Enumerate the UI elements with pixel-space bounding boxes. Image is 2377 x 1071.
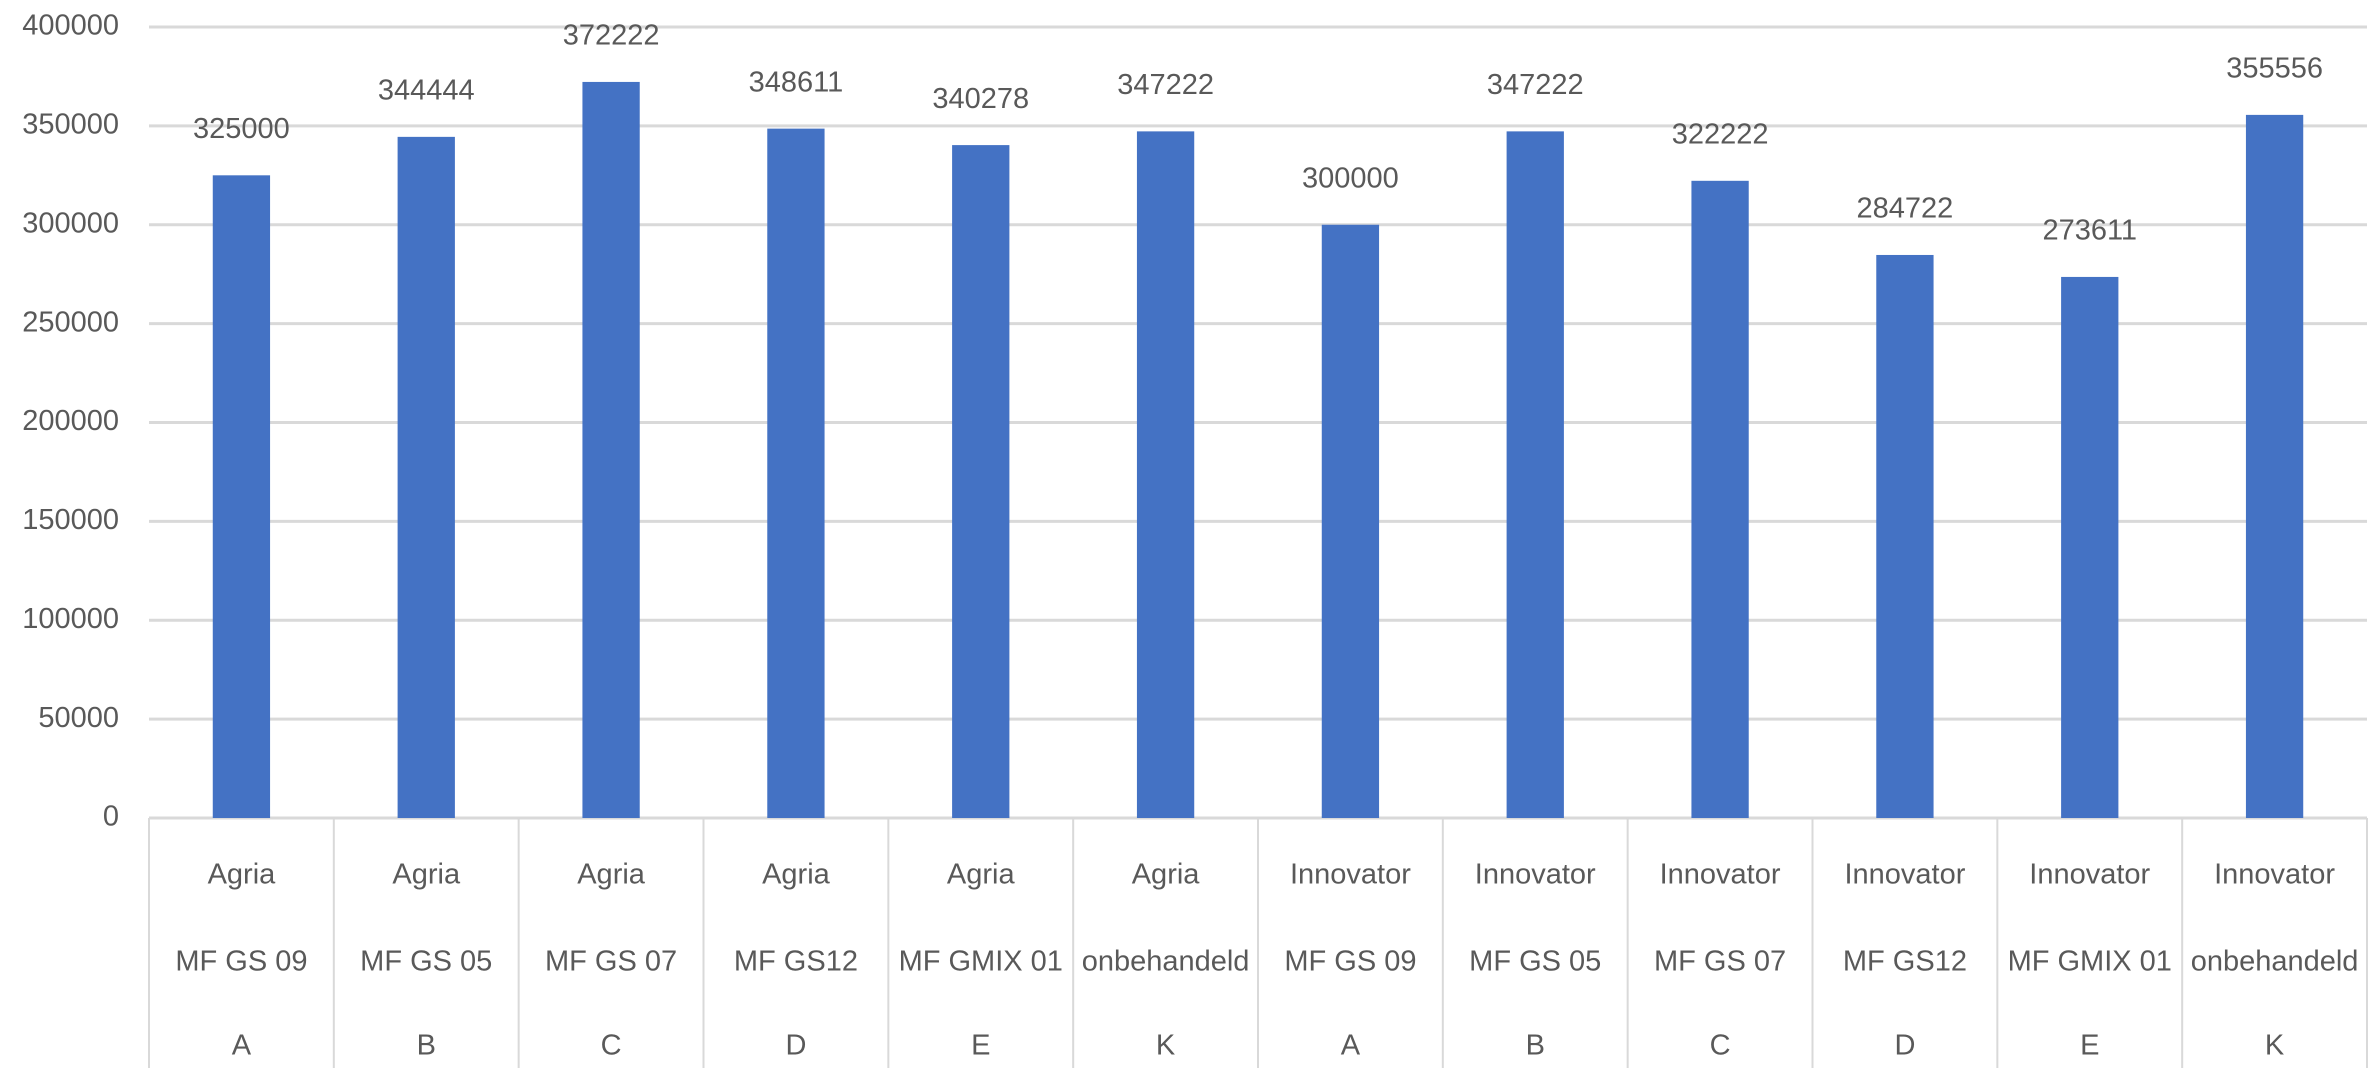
x-tick-label: K bbox=[2265, 1030, 2285, 1062]
x-tick-label: A bbox=[1341, 1030, 1361, 1062]
bar bbox=[2245, 114, 2304, 819]
x-tick-label: Innovator bbox=[2214, 859, 2335, 891]
bar bbox=[1876, 254, 1934, 818]
x-tick-label: MF GS12 bbox=[1843, 946, 1967, 978]
x-tick-label: MF GS 07 bbox=[545, 946, 677, 978]
y-tick-label: 400000 bbox=[22, 10, 119, 42]
bar bbox=[212, 175, 271, 818]
y-tick-label: 0 bbox=[103, 801, 119, 833]
bar bbox=[1506, 131, 1564, 818]
x-tick-label: A bbox=[232, 1030, 252, 1062]
y-tick-label: 150000 bbox=[22, 504, 119, 536]
x-tick-label: Agria bbox=[947, 859, 1016, 891]
x-tick-label: E bbox=[971, 1030, 990, 1062]
y-tick-label: 250000 bbox=[22, 306, 119, 338]
x-tick-label: MF GS 05 bbox=[1469, 946, 1601, 978]
data-label: 325000 bbox=[193, 113, 290, 145]
x-tick-label: Innovator bbox=[1290, 859, 1411, 891]
y-tick-label: 50000 bbox=[38, 702, 119, 734]
x-tick-label: Agria bbox=[208, 859, 277, 891]
x-tick-label: MF GS 09 bbox=[1284, 946, 1416, 978]
data-label: 348611 bbox=[749, 66, 844, 98]
data-label: 344444 bbox=[378, 75, 475, 107]
y-tick-label: 200000 bbox=[22, 405, 119, 437]
x-tick-label: Agria bbox=[762, 859, 831, 891]
bar bbox=[1321, 224, 1380, 818]
x-tick-label: MF GS 07 bbox=[1654, 946, 1786, 978]
y-tick-label: 350000 bbox=[22, 109, 119, 141]
x-tick-label: E bbox=[2080, 1030, 2099, 1062]
data-label: 372222 bbox=[563, 20, 660, 52]
x-tick-label: Innovator bbox=[1660, 859, 1781, 891]
y-tick-label: 100000 bbox=[22, 603, 119, 635]
x-tick-label: onbehandeld bbox=[2191, 946, 2359, 978]
x-tick-label: MF GMIX 01 bbox=[899, 946, 1063, 978]
x-tick-label: Agria bbox=[577, 859, 646, 891]
x-tick-label: K bbox=[1156, 1030, 1176, 1062]
data-label: 347222 bbox=[1117, 69, 1214, 101]
y-tick-label: 300000 bbox=[22, 207, 119, 239]
x-tick-label: Innovator bbox=[1844, 859, 1965, 891]
x-tick-label: Agria bbox=[392, 859, 461, 891]
x-tick-label: D bbox=[1894, 1030, 1915, 1062]
data-label: 322222 bbox=[1672, 118, 1769, 150]
x-tick-label: onbehandeld bbox=[1082, 946, 1250, 978]
bar bbox=[397, 136, 455, 818]
x-tick-label: C bbox=[601, 1030, 622, 1062]
bar bbox=[2061, 276, 2119, 819]
bar bbox=[952, 145, 1010, 819]
x-tick-label: MF GS12 bbox=[734, 946, 858, 978]
x-tick-label: MF GS 09 bbox=[175, 946, 307, 978]
bar bbox=[767, 128, 825, 818]
x-tick-label: Innovator bbox=[2029, 859, 2150, 891]
data-label: 347222 bbox=[1487, 69, 1584, 101]
x-tick-label: B bbox=[417, 1030, 436, 1062]
x-tick-label: MF GS 05 bbox=[360, 946, 492, 978]
bar bbox=[582, 81, 640, 819]
data-label: 284722 bbox=[1857, 193, 1954, 225]
data-label: 300000 bbox=[1302, 162, 1399, 194]
x-tick-label: Agria bbox=[1132, 859, 1201, 891]
x-tick-label: Innovator bbox=[1475, 859, 1596, 891]
bar bbox=[1691, 180, 1749, 818]
data-label: 355556 bbox=[2226, 53, 2323, 85]
x-tick-label: B bbox=[1526, 1030, 1545, 1062]
data-label: 273611 bbox=[2042, 215, 2137, 247]
x-tick-label: D bbox=[785, 1030, 806, 1062]
data-label: 340278 bbox=[932, 83, 1029, 115]
bar bbox=[1136, 131, 1195, 818]
x-tick-label: MF GMIX 01 bbox=[2008, 946, 2172, 978]
x-tick-label: C bbox=[1710, 1030, 1731, 1062]
